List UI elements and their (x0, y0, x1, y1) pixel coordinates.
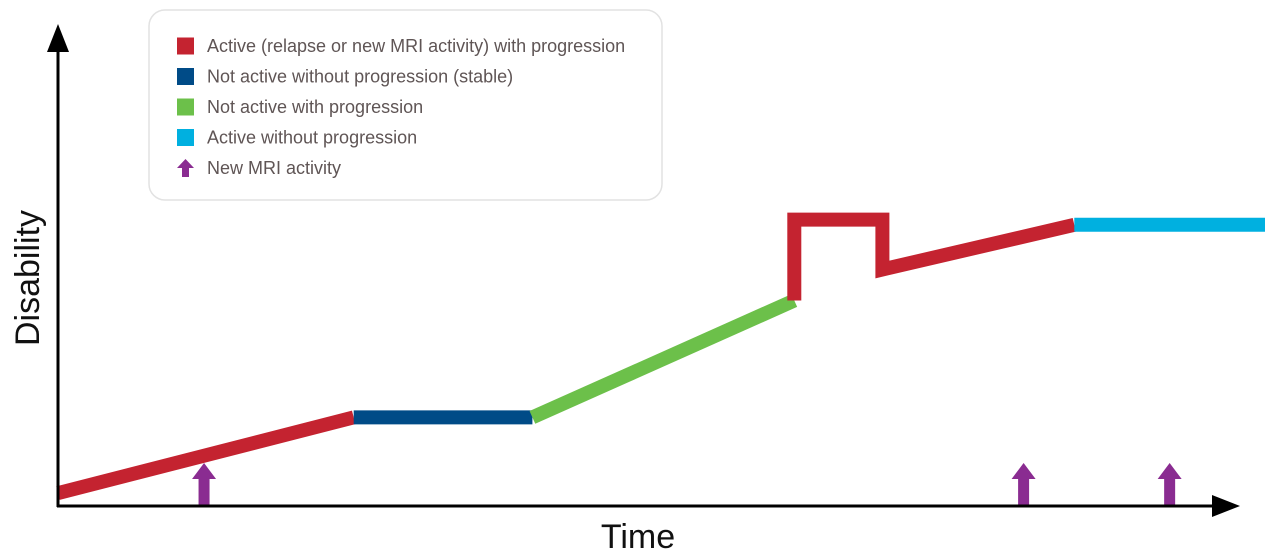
mri-event-arrow-2 (1011, 463, 1036, 505)
legend-swatch (177, 68, 194, 85)
disability-course (56, 212, 1265, 500)
legend-swatch (177, 37, 194, 55)
legend-swatch (177, 98, 194, 116)
legend-item-5: New MRI activity (177, 158, 341, 178)
legend-label: Active (relapse or new MRI activity) wit… (207, 36, 625, 56)
legend-label: Active without progression (207, 128, 417, 148)
legend: Active (relapse or new MRI activity) wit… (177, 36, 625, 178)
legend-item-1: Active (relapse or new MRI activity) wit… (177, 36, 625, 56)
legend-item-2: Not active without progression (stable) (177, 67, 513, 87)
segment-not-active-with-progression-3 (529, 294, 798, 424)
legend-label: New MRI activity (207, 158, 341, 178)
mri-event-arrow-1 (192, 463, 217, 505)
legend-arrow-icon (177, 159, 194, 177)
segment-active-with-progression-1 (56, 410, 356, 500)
y-axis-title: Disability (9, 210, 47, 346)
legend-label: Not active without progression (stable) (207, 67, 513, 87)
legend-panel (148, 9, 663, 201)
legend-item-4: Active without progression (177, 128, 417, 148)
mri-event-arrow-3 (1157, 463, 1182, 505)
x-axis-arrowhead (1212, 495, 1240, 517)
legend-item-3: Not active with progression (177, 97, 423, 117)
x-axis-title: Time (601, 518, 675, 555)
segment-active-with-progression-4 (787, 212, 1076, 301)
legend-label: Not active with progression (207, 97, 423, 117)
mri-events (192, 463, 1182, 505)
y-axis-arrowhead (47, 24, 69, 52)
legend-swatch (177, 129, 194, 146)
